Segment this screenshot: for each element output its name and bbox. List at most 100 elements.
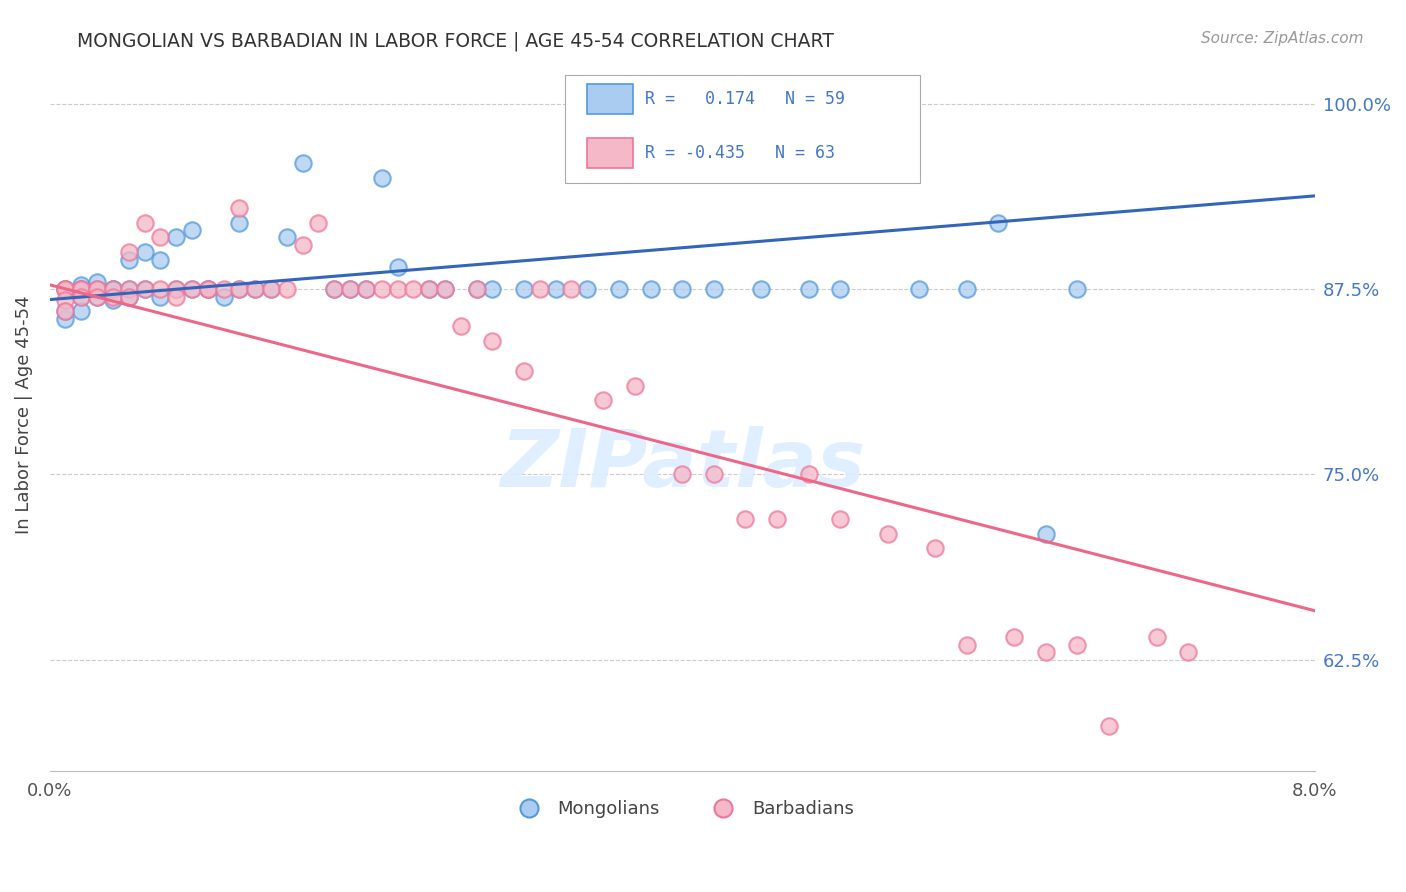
- Point: [987, 216, 1010, 230]
- Point: [118, 290, 141, 304]
- FancyBboxPatch shape: [588, 85, 633, 114]
- Point: [276, 282, 298, 296]
- Point: [513, 364, 536, 378]
- Point: [339, 282, 361, 296]
- Point: [481, 282, 503, 296]
- Point: [433, 282, 456, 296]
- Point: [876, 526, 898, 541]
- Point: [1035, 526, 1057, 541]
- Point: [55, 282, 77, 296]
- Point: [118, 282, 141, 296]
- Point: [101, 282, 124, 296]
- Point: [1146, 631, 1168, 645]
- Point: [149, 290, 172, 304]
- Point: [181, 223, 204, 237]
- Point: [118, 282, 141, 296]
- Point: [308, 216, 330, 230]
- Text: R = -0.435   N = 63: R = -0.435 N = 63: [645, 144, 835, 161]
- Point: [181, 282, 204, 296]
- Point: [86, 290, 108, 304]
- Point: [212, 282, 235, 296]
- Point: [118, 290, 141, 304]
- Point: [245, 282, 267, 296]
- Point: [402, 282, 425, 296]
- Point: [55, 282, 77, 296]
- Point: [118, 245, 141, 260]
- Point: [371, 171, 394, 186]
- Point: [70, 282, 93, 296]
- Point: [418, 282, 440, 296]
- Point: [70, 304, 93, 318]
- Point: [513, 282, 536, 296]
- Point: [465, 282, 488, 296]
- Point: [118, 252, 141, 267]
- Point: [956, 638, 979, 652]
- Point: [134, 245, 156, 260]
- Point: [134, 282, 156, 296]
- Point: [387, 282, 409, 296]
- Text: MONGOLIAN VS BARBADIAN IN LABOR FORCE | AGE 45-54 CORRELATION CHART: MONGOLIAN VS BARBADIAN IN LABOR FORCE | …: [77, 31, 834, 51]
- Point: [55, 282, 77, 296]
- Point: [560, 282, 582, 296]
- Point: [86, 282, 108, 296]
- Point: [55, 282, 77, 296]
- Legend: Mongolians, Barbadians: Mongolians, Barbadians: [503, 793, 860, 826]
- Point: [260, 282, 283, 296]
- Point: [149, 252, 172, 267]
- Point: [149, 282, 172, 296]
- Point: [703, 467, 725, 482]
- Point: [354, 282, 377, 296]
- Point: [70, 290, 93, 304]
- Point: [134, 282, 156, 296]
- Point: [228, 282, 250, 296]
- Point: [354, 282, 377, 296]
- Point: [101, 282, 124, 296]
- Point: [387, 260, 409, 274]
- Point: [544, 282, 567, 296]
- Point: [323, 282, 346, 296]
- FancyBboxPatch shape: [588, 138, 633, 168]
- Point: [1002, 631, 1025, 645]
- Point: [671, 467, 693, 482]
- Point: [228, 216, 250, 230]
- Point: [165, 230, 187, 244]
- Point: [197, 282, 219, 296]
- Point: [956, 282, 979, 296]
- Point: [671, 282, 693, 296]
- Point: [86, 290, 108, 304]
- Point: [830, 282, 852, 296]
- Point: [86, 282, 108, 296]
- Point: [165, 282, 187, 296]
- Point: [797, 467, 820, 482]
- Point: [1177, 645, 1199, 659]
- Point: [55, 293, 77, 307]
- Point: [228, 201, 250, 215]
- Point: [101, 290, 124, 304]
- Point: [481, 334, 503, 348]
- Point: [766, 512, 789, 526]
- Point: [291, 237, 314, 252]
- FancyBboxPatch shape: [565, 75, 920, 183]
- Point: [134, 216, 156, 230]
- Point: [830, 512, 852, 526]
- Point: [291, 156, 314, 170]
- Point: [197, 282, 219, 296]
- Point: [70, 282, 93, 296]
- Point: [465, 282, 488, 296]
- Point: [55, 311, 77, 326]
- Point: [371, 282, 394, 296]
- Text: Source: ZipAtlas.com: Source: ZipAtlas.com: [1201, 31, 1364, 46]
- Point: [260, 282, 283, 296]
- Point: [450, 319, 472, 334]
- Point: [749, 282, 772, 296]
- Point: [70, 290, 93, 304]
- Point: [607, 282, 630, 296]
- Text: ZIPatlas: ZIPatlas: [499, 425, 865, 504]
- Point: [228, 282, 250, 296]
- Point: [55, 304, 77, 318]
- Point: [197, 282, 219, 296]
- Point: [70, 282, 93, 296]
- Point: [418, 282, 440, 296]
- Point: [908, 282, 931, 296]
- Point: [703, 282, 725, 296]
